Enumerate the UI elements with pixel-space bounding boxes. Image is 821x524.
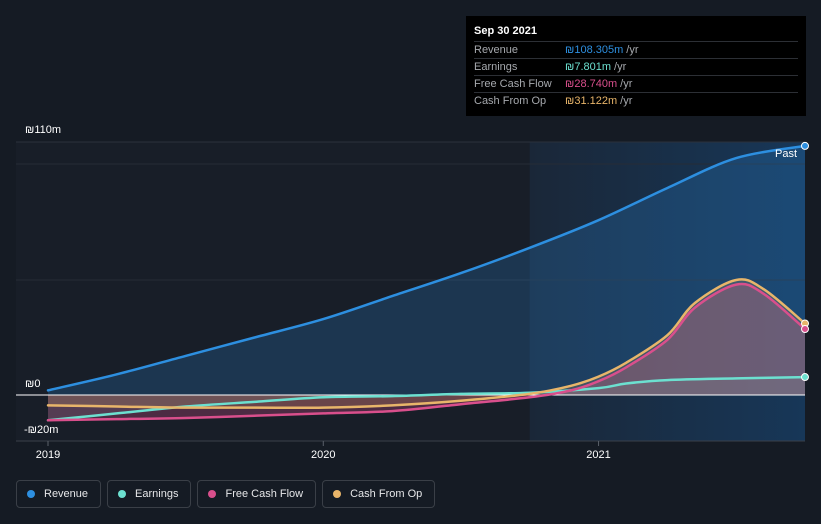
tooltip-row-free-cash-flow: Free Cash Flow ₪28.740m /yr [474,76,798,93]
tooltip-value: ₪7.801m [565,61,612,73]
x-tick-label: 2021 [586,449,610,461]
x-axis: 2019 2020 2021 [36,441,611,461]
series-lines [46,144,807,422]
legend: Revenue Earnings Free Cash Flow Cash Fro… [16,480,436,508]
x-tick-label: 2019 [36,449,60,461]
revenue-line [46,144,807,392]
y-tick-label: ₪110m [25,124,61,136]
legend-item-free-cash-flow[interactable]: Free Cash Flow [197,480,317,508]
legend-label: Cash From Op [350,488,423,500]
free-cash-flow-line [46,282,807,422]
legend-dot-icon [27,490,35,498]
tooltip: Sep 30 2021 Revenue ₪108.305m /yr Earnin… [466,16,806,116]
tooltip-value: ₪28.740m [565,78,618,90]
y-tick-label: -₪20m [24,424,58,436]
y-tick-label: ₪0 [25,378,40,390]
tooltip-label: Cash From Op [474,95,547,107]
earnings-area [48,377,805,421]
legend-label: Earnings [135,488,179,500]
legend-dot-icon [118,490,127,498]
tooltip-label: Free Cash Flow [474,78,552,90]
tooltip-unit: /yr [626,44,639,56]
tooltip-value: ₪108.305m [565,44,624,56]
tooltip-value: ₪31.122m [565,95,618,107]
tooltip-label: Revenue [474,44,519,56]
legend-dot-icon [333,490,342,498]
free-cash-flow-end-marker [801,324,809,333]
legend-dot-icon [208,490,217,498]
past-label: Past [775,148,797,160]
legend-item-earnings[interactable]: Earnings [107,480,192,508]
grid-lines [16,141,805,442]
y-axis: ₪110m ₪0 -₪20m [24,124,61,436]
legend-item-revenue[interactable]: Revenue [16,480,102,508]
earnings-end-marker [801,373,809,382]
tooltip-label: Earnings [474,61,518,73]
series-end-markers [801,141,809,382]
revenue-end-marker [801,141,809,150]
tooltip-unit: /yr [620,78,633,90]
x-tick-label: 2020 [311,449,335,461]
revenue-area [48,145,805,395]
cash-from-op-line [46,278,807,410]
legend-label: Free Cash Flow [225,488,304,500]
legend-label: Revenue [44,488,89,500]
legend-item-cash-from-op[interactable]: Cash From Op [322,480,436,508]
tooltip-row-earnings: Earnings ₪7.801m /yr [474,59,798,76]
tooltip-date: Sep 30 2021 [474,24,798,42]
tooltip-unit: /yr [614,61,627,73]
tooltip-row-cash-from-op: Cash From Op ₪31.122m /yr [474,93,798,109]
cash-from-op-area [48,279,805,408]
tooltip-row-revenue: Revenue ₪108.305m /yr [474,42,798,59]
tooltip-unit: /yr [620,95,633,107]
